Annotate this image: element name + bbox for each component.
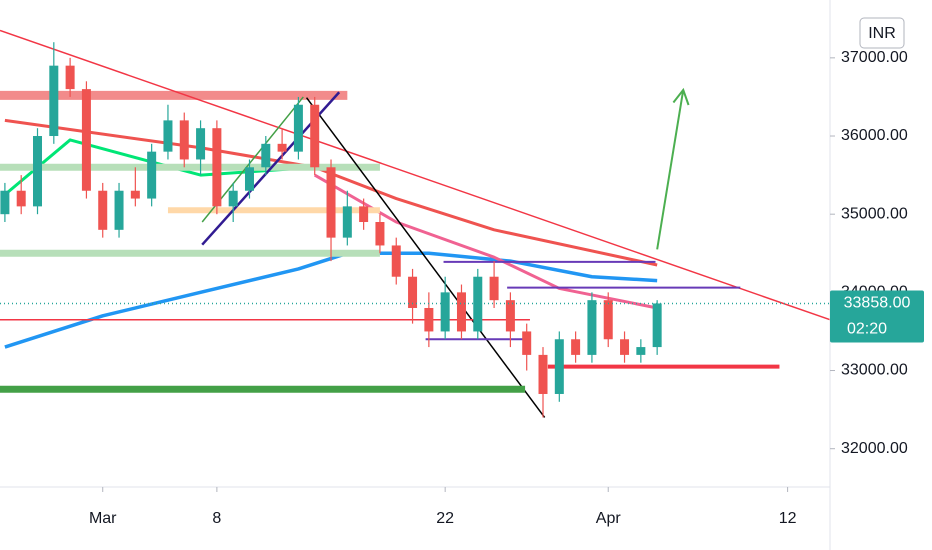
candle-body bbox=[375, 222, 385, 246]
axes: 32000.0033000.0034000.0035000.0036000.00… bbox=[89, 49, 924, 527]
candle-body bbox=[130, 190, 140, 199]
candle-body bbox=[522, 331, 532, 355]
candle-body bbox=[440, 292, 450, 332]
candle-body bbox=[620, 339, 630, 355]
candle-body bbox=[326, 167, 336, 238]
candle-body bbox=[98, 190, 108, 230]
candle-body bbox=[65, 65, 75, 90]
y-tick-label: 35000.00 bbox=[841, 205, 908, 222]
candle-body bbox=[587, 300, 597, 355]
candle-body bbox=[196, 128, 206, 160]
candle-body bbox=[228, 190, 238, 207]
candle-body bbox=[652, 303, 662, 348]
candle-body bbox=[163, 120, 173, 152]
candle-body bbox=[505, 300, 515, 332]
candle-body bbox=[636, 347, 646, 355]
candle-body bbox=[538, 354, 548, 394]
candle-body bbox=[473, 276, 483, 332]
currency-button[interactable] bbox=[859, 17, 905, 49]
candle-body bbox=[342, 206, 352, 238]
candle-body bbox=[179, 120, 189, 160]
candle-body bbox=[147, 151, 157, 199]
candle-body bbox=[391, 245, 401, 277]
candle-body bbox=[0, 190, 10, 215]
candle-body bbox=[49, 65, 59, 137]
y-tick-label: 33000.00 bbox=[841, 362, 908, 379]
candle-body bbox=[456, 292, 466, 332]
candle-body bbox=[244, 167, 254, 191]
candle-body bbox=[293, 104, 303, 152]
x-tick-label: 8 bbox=[212, 510, 221, 527]
candle-body bbox=[16, 190, 26, 207]
candle-body bbox=[408, 276, 418, 308]
x-tick-label: Apr bbox=[596, 510, 622, 527]
candle-body bbox=[424, 307, 434, 332]
candle-body bbox=[554, 339, 564, 394]
candle-body bbox=[81, 89, 91, 191]
last-price-label: 33858.00 bbox=[844, 295, 911, 312]
candle-body bbox=[489, 276, 499, 301]
drawing-line bbox=[0, 29, 831, 321]
countdown-label: 02:20 bbox=[847, 321, 887, 338]
plot-area bbox=[0, 29, 831, 418]
y-tick-label: 36000.00 bbox=[841, 127, 908, 144]
candle-body bbox=[310, 104, 320, 168]
currency-label: INR bbox=[868, 25, 896, 42]
drawing-line bbox=[656, 89, 685, 250]
y-tick-label: 37000.00 bbox=[841, 49, 908, 66]
last-price-box bbox=[830, 290, 924, 343]
candle-body bbox=[33, 136, 43, 207]
candle-body bbox=[603, 300, 613, 340]
x-tick-label: 12 bbox=[779, 510, 797, 527]
candle-body bbox=[114, 190, 124, 230]
x-tick-label: 22 bbox=[436, 510, 454, 527]
candle-body bbox=[359, 206, 369, 223]
candle-body bbox=[277, 143, 287, 152]
drawing-line bbox=[305, 97, 546, 418]
y-tick-label: 32000.00 bbox=[841, 440, 908, 457]
arrow-head bbox=[672, 87, 690, 106]
candle-body bbox=[261, 143, 271, 168]
candle-body bbox=[212, 128, 222, 207]
candle-body bbox=[571, 339, 581, 355]
x-tick-label: Mar bbox=[89, 510, 117, 527]
